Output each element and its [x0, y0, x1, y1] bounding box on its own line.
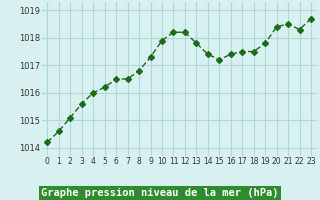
Text: Graphe pression niveau de la mer (hPa): Graphe pression niveau de la mer (hPa): [41, 188, 279, 198]
